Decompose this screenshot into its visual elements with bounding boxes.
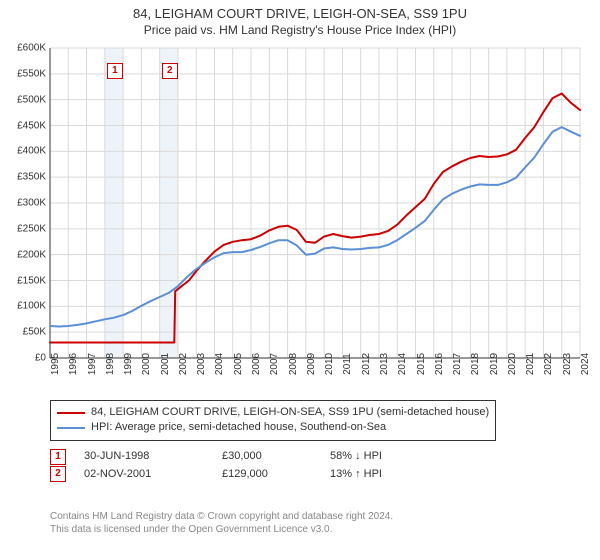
x-tick-label: 2011 bbox=[342, 353, 353, 375]
transaction-delta: 13% ↑ HPI bbox=[330, 466, 382, 484]
transaction-marker: 1 bbox=[50, 449, 66, 465]
x-tick-label: 2002 bbox=[178, 353, 189, 375]
y-tick-label: £600K bbox=[4, 43, 46, 54]
x-tick-label: 2000 bbox=[141, 353, 152, 375]
legend-item: HPI: Average price, semi-detached house,… bbox=[57, 420, 489, 435]
transaction-row: 2 02-NOV-2001 £129,000 13% ↑ HPI bbox=[50, 466, 382, 484]
transactions-block: 1 30-JUN-1998 £30,000 58% ↓ HPI 2 02-NOV-2001… bbox=[50, 448, 382, 483]
x-tick-label: 2001 bbox=[160, 353, 171, 375]
x-tick-label: 2009 bbox=[306, 353, 317, 375]
y-tick-label: £500K bbox=[4, 94, 46, 105]
x-tick-label: 2006 bbox=[251, 353, 262, 375]
chart-marker: 2 bbox=[162, 63, 178, 79]
transaction-price: £30,000 bbox=[222, 448, 312, 466]
transaction-price: £129,000 bbox=[222, 466, 312, 484]
transaction-row: 1 30-JUN-1998 £30,000 58% ↓ HPI bbox=[50, 448, 382, 466]
x-tick-label: 2010 bbox=[324, 353, 335, 375]
y-tick-label: £0 bbox=[4, 353, 46, 364]
x-tick-label: 2017 bbox=[452, 353, 463, 375]
y-tick-label: £50K bbox=[4, 327, 46, 338]
x-tick-label: 1997 bbox=[87, 353, 98, 375]
legend-item: 84, LEIGHAM COURT DRIVE, LEIGH-ON-SEA, S… bbox=[57, 405, 489, 420]
legend-box: 84, LEIGHAM COURT DRIVE, LEIGH-ON-SEA, S… bbox=[50, 400, 496, 441]
y-tick-label: £350K bbox=[4, 172, 46, 183]
x-tick-label: 2015 bbox=[416, 353, 427, 375]
x-tick-label: 2022 bbox=[543, 353, 554, 375]
x-tick-label: 2004 bbox=[214, 353, 225, 375]
y-tick-label: £450K bbox=[4, 120, 46, 131]
x-tick-label: 2020 bbox=[507, 353, 518, 375]
legend-swatch bbox=[57, 427, 85, 429]
x-tick-label: 2019 bbox=[489, 353, 500, 375]
chart-svg bbox=[50, 48, 580, 358]
x-tick-label: 1995 bbox=[50, 353, 61, 375]
x-tick-label: 2008 bbox=[288, 353, 299, 375]
transaction-delta: 58% ↓ HPI bbox=[330, 448, 382, 466]
x-tick-label: 2005 bbox=[233, 353, 244, 375]
legend-label: 84, LEIGHAM COURT DRIVE, LEIGH-ON-SEA, S… bbox=[91, 405, 489, 420]
x-tick-label: 2021 bbox=[525, 353, 536, 375]
x-tick-label: 2024 bbox=[580, 353, 591, 375]
transaction-date: 02-NOV-2001 bbox=[84, 466, 204, 484]
x-tick-label: 2014 bbox=[397, 353, 408, 375]
footer-text: Contains HM Land Registry data © Crown c… bbox=[50, 510, 393, 536]
chart-marker: 1 bbox=[107, 63, 123, 79]
y-tick-label: £150K bbox=[4, 275, 46, 286]
title-block: 84, LEIGHAM COURT DRIVE, LEIGH-ON-SEA, S… bbox=[0, 0, 600, 38]
x-tick-label: 2003 bbox=[196, 353, 207, 375]
chart-title: 84, LEIGHAM COURT DRIVE, LEIGH-ON-SEA, S… bbox=[0, 6, 600, 23]
legend-swatch bbox=[57, 412, 85, 414]
x-tick-label: 2018 bbox=[470, 353, 481, 375]
chart-subtitle: Price paid vs. HM Land Registry's House … bbox=[0, 23, 600, 39]
y-tick-label: £100K bbox=[4, 301, 46, 312]
x-tick-label: 1996 bbox=[68, 353, 79, 375]
y-tick-label: £250K bbox=[4, 223, 46, 234]
y-tick-label: £550K bbox=[4, 68, 46, 79]
x-tick-label: 2016 bbox=[434, 353, 445, 375]
chart-container: 84, LEIGHAM COURT DRIVE, LEIGH-ON-SEA, S… bbox=[0, 0, 600, 560]
footer-line-2: This data is licensed under the Open Gov… bbox=[50, 523, 393, 536]
y-tick-label: £400K bbox=[4, 146, 46, 157]
x-tick-label: 2013 bbox=[379, 353, 390, 375]
y-tick-label: £200K bbox=[4, 249, 46, 260]
x-tick-label: 2007 bbox=[269, 353, 280, 375]
x-tick-label: 1998 bbox=[105, 353, 116, 375]
transaction-marker: 2 bbox=[50, 466, 66, 482]
legend-label: HPI: Average price, semi-detached house,… bbox=[91, 420, 386, 435]
footer-line-1: Contains HM Land Registry data © Crown c… bbox=[50, 510, 393, 523]
y-tick-label: £300K bbox=[4, 198, 46, 209]
plot-area: £0£50K£100K£150K£200K£250K£300K£350K£400… bbox=[50, 48, 580, 358]
transaction-date: 30-JUN-1998 bbox=[84, 448, 204, 466]
x-tick-label: 2012 bbox=[361, 353, 372, 375]
x-tick-label: 2023 bbox=[562, 353, 573, 375]
x-tick-label: 1999 bbox=[123, 353, 134, 375]
